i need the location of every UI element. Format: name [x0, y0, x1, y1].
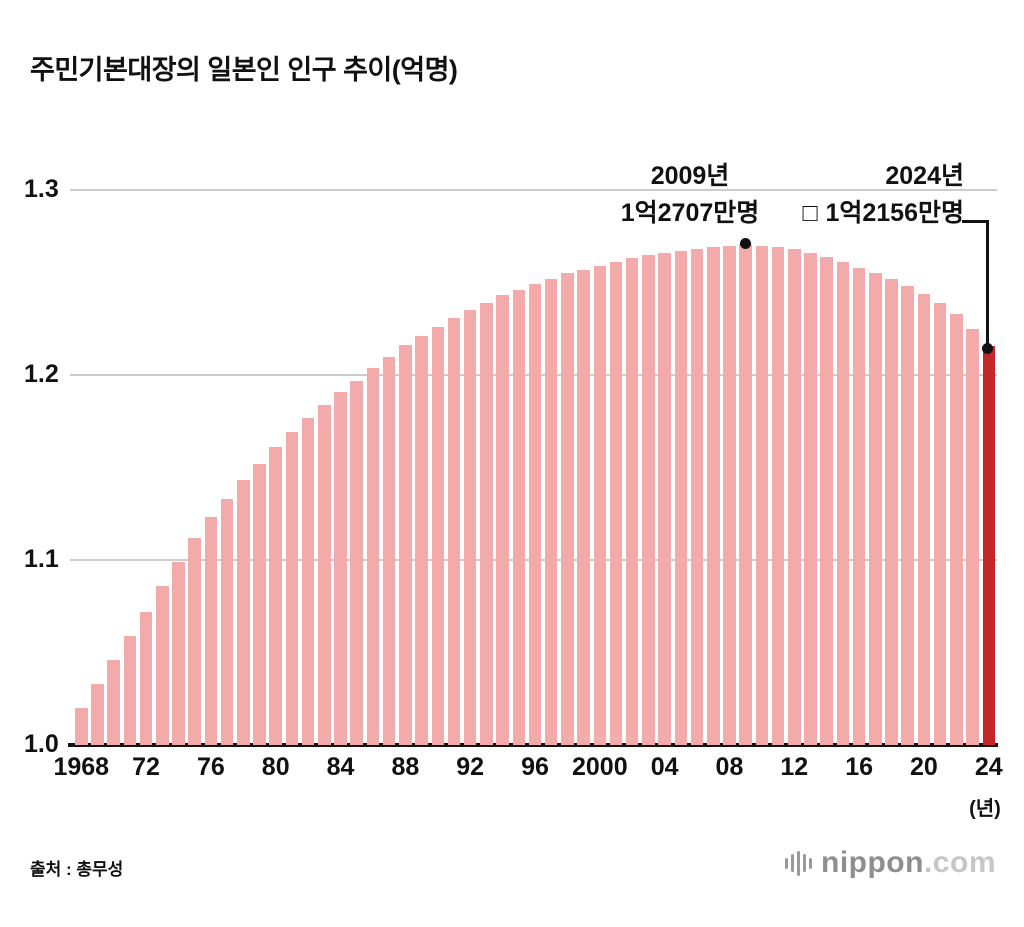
- bar: [950, 313, 963, 745]
- bar: [707, 247, 720, 745]
- bar: [577, 269, 590, 745]
- y-axis-label: 1.3: [24, 175, 59, 203]
- bar: [220, 498, 234, 745]
- x-axis-label: 1968: [53, 753, 110, 781]
- bar: [431, 326, 445, 745]
- bar: [966, 328, 979, 745]
- bar: [804, 252, 817, 745]
- bar: [75, 708, 88, 745]
- bar: [399, 345, 412, 745]
- bar: [204, 517, 218, 745]
- x-axis-baseline: [68, 743, 998, 747]
- chart-title: 주민기본대장의 일본인 인구 추이(억명): [30, 55, 458, 85]
- bar: [690, 249, 704, 745]
- x-axis-label: 76: [196, 753, 225, 781]
- bar: [237, 480, 250, 745]
- bar: [528, 284, 542, 745]
- nippon-logo-icon: [784, 850, 812, 876]
- bar: [91, 683, 104, 745]
- bar: [869, 273, 882, 745]
- x-axis-label: 04: [650, 753, 679, 781]
- bar: [463, 310, 477, 745]
- x-axis-label: 84: [326, 753, 355, 781]
- x-axis-label: 24: [974, 753, 1003, 781]
- bar: [755, 245, 769, 745]
- annotation-glyph-box: □: [802, 199, 818, 227]
- x-axis-label: 72: [132, 753, 160, 781]
- bar: [480, 302, 493, 745]
- annotation-latest: 2024년 1억2156만명: [800, 158, 964, 232]
- bar: [415, 336, 428, 745]
- latest-connector-vertical: [985, 220, 989, 351]
- bar: [561, 273, 574, 745]
- x-axis-label: 2000: [572, 753, 628, 781]
- x-axis-label: 92: [456, 753, 485, 781]
- source-caption: 출처 : 총무성: [30, 860, 124, 879]
- y-axis-label: 1.0: [24, 730, 59, 758]
- annotation-peak-year: 2009년: [650, 162, 730, 190]
- bar: [139, 611, 153, 745]
- bar: [739, 244, 752, 745]
- peak-marker-dot: [740, 238, 752, 250]
- y-axis-label: 1.2: [24, 360, 59, 388]
- latest-connector-horizontal: [961, 220, 989, 223]
- bar: [447, 317, 461, 745]
- latest-marker-dot: [981, 343, 993, 355]
- bar: [642, 254, 655, 745]
- x-axis-label: 12: [780, 753, 809, 781]
- bar: [382, 356, 396, 745]
- bar: [544, 278, 558, 745]
- x-axis-label: 80: [261, 753, 290, 781]
- x-axis-unit-label: (년): [969, 798, 1001, 820]
- bar: [885, 278, 898, 745]
- bar: [625, 258, 639, 745]
- bar: [188, 537, 201, 745]
- nippon-logo-tld: .com: [923, 846, 996, 879]
- x-axis-label: 88: [391, 753, 420, 781]
- bar: [658, 252, 671, 745]
- bar: [156, 585, 169, 745]
- annotation-peak: 2009년 1억2707만명: [570, 158, 810, 232]
- nippon-logo: nippon.com: [784, 846, 997, 880]
- bar: [172, 561, 185, 745]
- bar: [836, 262, 850, 745]
- annotation-latest-value: 1억2156만명: [825, 199, 964, 227]
- bar: [723, 245, 736, 745]
- x-axis-label: 16: [845, 753, 873, 781]
- nippon-logo-name: nippon: [821, 846, 924, 879]
- bar: [107, 659, 120, 745]
- bar: [301, 417, 315, 745]
- bar: [917, 293, 931, 745]
- bar: [771, 247, 785, 745]
- bar: [318, 404, 331, 745]
- bar: [852, 267, 866, 745]
- bar: [496, 295, 509, 745]
- bar: [609, 262, 623, 745]
- bar: [285, 432, 299, 745]
- bar: [788, 249, 801, 745]
- x-axis-label: 08: [715, 753, 744, 781]
- x-axis-label: 20: [910, 753, 938, 781]
- bar: [334, 391, 347, 745]
- bar: [933, 302, 947, 745]
- bar: [269, 447, 282, 745]
- bar: [366, 367, 380, 745]
- bar: [350, 380, 363, 745]
- bar: [820, 256, 833, 745]
- bar: [593, 265, 607, 745]
- gridline: [70, 189, 997, 191]
- bar-highlight-2024: [982, 346, 995, 745]
- annotation-peak-value: 1억2707만명: [620, 199, 760, 227]
- x-axis-label: 96: [521, 753, 549, 781]
- bar: [674, 251, 688, 745]
- bar: [123, 635, 137, 745]
- y-axis-label: 1.1: [24, 545, 59, 573]
- nippon-logo-text: nippon.com: [821, 846, 996, 880]
- bar: [253, 463, 266, 745]
- annotation-latest-year: 2024년: [885, 162, 964, 190]
- bar: [901, 286, 914, 745]
- bar: [512, 289, 526, 745]
